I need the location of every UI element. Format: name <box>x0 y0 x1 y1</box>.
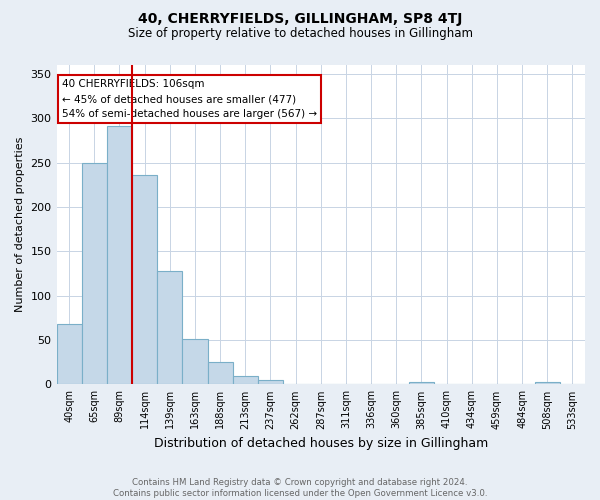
Bar <box>56 324 82 384</box>
Bar <box>535 382 560 384</box>
Text: Size of property relative to detached houses in Gillingham: Size of property relative to detached ho… <box>128 28 473 40</box>
Bar <box>157 271 182 384</box>
Bar <box>132 175 157 384</box>
X-axis label: Distribution of detached houses by size in Gillingham: Distribution of detached houses by size … <box>154 437 488 450</box>
Bar <box>258 380 283 384</box>
Bar <box>233 376 258 384</box>
Bar <box>82 162 107 384</box>
Text: 40 CHERRYFIELDS: 106sqm
← 45% of detached houses are smaller (477)
54% of semi-d: 40 CHERRYFIELDS: 106sqm ← 45% of detache… <box>62 80 317 119</box>
Y-axis label: Number of detached properties: Number of detached properties <box>15 137 25 312</box>
Bar <box>107 126 132 384</box>
Text: Contains HM Land Registry data © Crown copyright and database right 2024.
Contai: Contains HM Land Registry data © Crown c… <box>113 478 487 498</box>
Text: 40, CHERRYFIELDS, GILLINGHAM, SP8 4TJ: 40, CHERRYFIELDS, GILLINGHAM, SP8 4TJ <box>138 12 462 26</box>
Bar <box>409 382 434 384</box>
Bar <box>182 339 208 384</box>
Bar <box>208 362 233 384</box>
